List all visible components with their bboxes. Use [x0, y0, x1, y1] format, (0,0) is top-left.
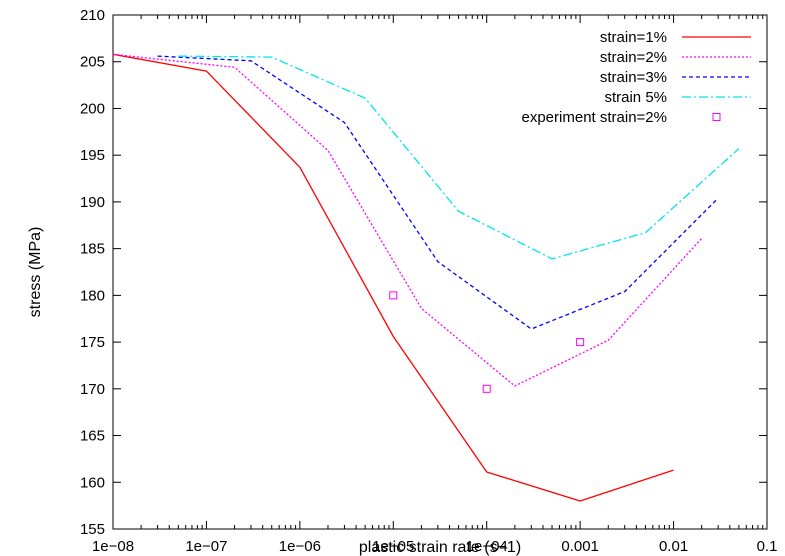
series-line [112, 53, 674, 502]
x-tick-label: 1e−04 [466, 538, 508, 555]
x-tick-label: 0.001 [561, 538, 599, 555]
legend: strain=1% strain=2% strain=3% strain 5% expe… [522, 29, 751, 126]
y-tick-label: 210 [80, 7, 105, 24]
series-3 [178, 55, 740, 260]
y-tick-label: 205 [80, 54, 105, 71]
plot-frame [112, 14, 768, 530]
y-tick-label: 195 [80, 147, 105, 164]
x-axis-ticks: 1e−08 1e−07 1e−06 1e−05 1e−04 0.001 0.01 0.1 [92, 15, 778, 555]
series-line [178, 55, 740, 260]
y-tick-label: 160 [80, 474, 105, 491]
x-tick-label: 1e−06 [279, 538, 321, 555]
y-tick-label: 185 [80, 241, 105, 258]
data-point-marker [576, 338, 585, 347]
x-tick-label: 1e−07 [185, 538, 227, 555]
plot-area [112, 14, 768, 530]
legend-label: strain=1% [600, 29, 667, 46]
y-tick-label: 190 [80, 194, 105, 211]
y-tick-label: 155 [80, 521, 105, 538]
series-line [157, 55, 719, 330]
series-1 [112, 53, 703, 387]
y-tick-label: 170 [80, 381, 105, 398]
series-2 [157, 55, 719, 330]
y-axis-title: stress (MPa) [27, 227, 44, 318]
y-tick-label: 200 [80, 100, 105, 117]
x-tick-label: 0.1 [757, 538, 778, 555]
legend-sample [712, 113, 721, 121]
data-point-marker [389, 291, 398, 300]
legend-label: strain=2% [600, 49, 667, 66]
x-tick-label: 1e−08 [92, 538, 134, 555]
y-axis-ticks: 155 160 165 170 175 180 185 190 195 200 205 210 [80, 7, 767, 538]
legend-label: experiment strain=2% [522, 109, 668, 126]
series-4 [389, 291, 585, 393]
legend-label: strain=3% [600, 69, 667, 86]
series-0 [112, 53, 674, 502]
x-tick-label: 1e−05 [372, 538, 414, 555]
y-tick-label: 175 [80, 334, 105, 351]
x-tick-label: 0.01 [659, 538, 688, 555]
series-layer [112, 53, 740, 502]
y-tick-label: 180 [80, 287, 105, 304]
legend-label: strain 5% [604, 89, 667, 106]
x-axis-title: plastic strain rate (s−1) [359, 539, 521, 556]
y-tick-label: 165 [80, 428, 105, 445]
series-line [112, 53, 703, 387]
data-point-marker [482, 384, 491, 393]
